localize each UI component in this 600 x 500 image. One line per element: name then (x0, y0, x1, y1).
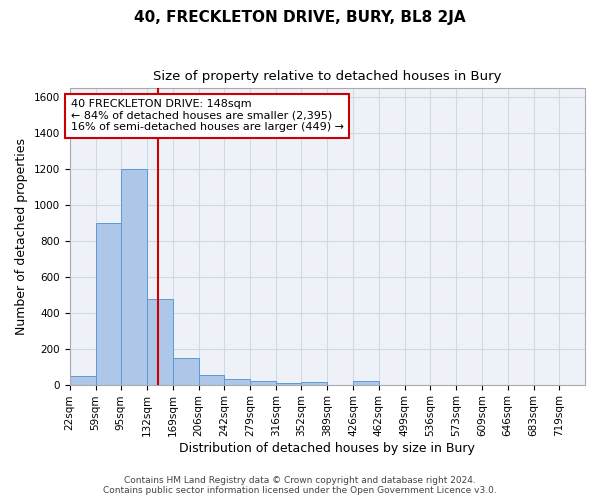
Bar (199, 374, 224, 384)
Y-axis label: Number of detached properties: Number of detached properties (15, 138, 28, 335)
Bar (147, 300, 173, 384)
Bar (121, 169, 147, 384)
Bar (353, 381, 379, 384)
X-axis label: Distribution of detached houses by size in Bury: Distribution of detached houses by size … (179, 442, 475, 455)
Text: Contains HM Land Registry data © Crown copyright and database right 2024.
Contai: Contains HM Land Registry data © Crown c… (103, 476, 497, 495)
Bar (250, 381, 276, 384)
Bar (276, 383, 301, 384)
Text: 40, FRECKLETON DRIVE, BURY, BL8 2JA: 40, FRECKLETON DRIVE, BURY, BL8 2JA (134, 10, 466, 25)
Bar (224, 379, 250, 384)
Bar (70, 376, 95, 384)
Bar (173, 358, 199, 384)
Text: 40 FRECKLETON DRIVE: 148sqm
← 84% of detached houses are smaller (2,395)
16% of : 40 FRECKLETON DRIVE: 148sqm ← 84% of det… (71, 99, 344, 132)
Bar (95, 223, 121, 384)
Bar (301, 382, 327, 384)
Title: Size of property relative to detached houses in Bury: Size of property relative to detached ho… (153, 70, 502, 83)
